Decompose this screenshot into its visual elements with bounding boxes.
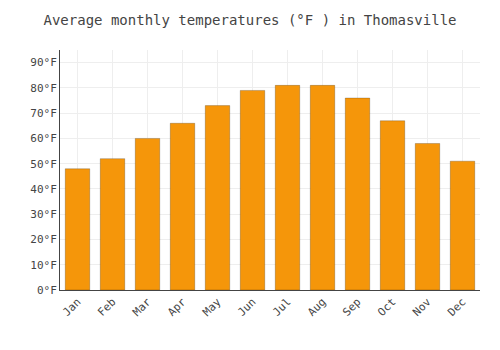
svg-text:60°F: 60°F [30,132,57,145]
svg-text:0°F: 0°F [37,284,57,297]
svg-text:Apr: Apr [165,295,189,319]
svg-text:May: May [200,295,224,319]
svg-text:90°F: 90°F [30,56,57,69]
svg-text:40°F: 40°F [30,183,57,196]
svg-text:Aug: Aug [305,296,328,319]
svg-text:Oct: Oct [375,296,398,319]
svg-text:Mar: Mar [130,295,154,319]
svg-text:Jan: Jan [60,296,83,319]
svg-text:Jul: Jul [270,296,293,319]
svg-text:30°F: 30°F [30,208,57,221]
svg-text:50°F: 50°F [30,158,57,171]
svg-text:70°F: 70°F [30,107,57,120]
svg-text:Jun: Jun [235,296,258,319]
svg-text:Sep: Sep [340,296,363,319]
svg-text:Nov: Nov [410,295,434,319]
svg-text:Dec: Dec [445,296,468,319]
svg-text:Feb: Feb [95,296,118,319]
svg-text:20°F: 20°F [30,233,57,246]
svg-text:Average monthly temperatures (: Average monthly temperatures (°F ) in Th… [43,12,456,28]
svg-text:10°F: 10°F [30,259,57,272]
svg-text:80°F: 80°F [30,82,57,95]
